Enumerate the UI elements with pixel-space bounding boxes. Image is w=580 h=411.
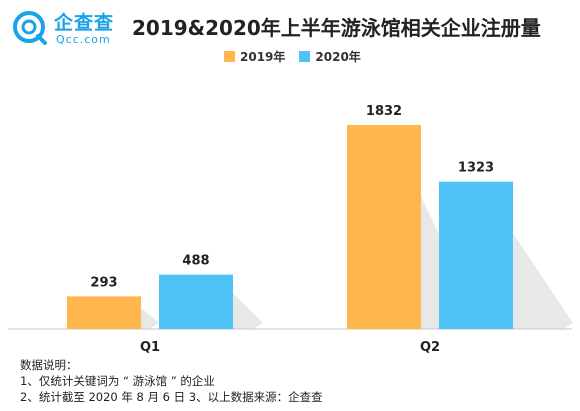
data-label-q2-2019年: 1832 (366, 104, 402, 119)
bar-shadow-q2-1 (513, 233, 573, 329)
legend-item-2020: 2020年 (299, 48, 361, 65)
legend-label-2020: 2020年 (315, 49, 361, 64)
bar-q1-2019年 (67, 296, 141, 329)
bar-q1-2020年 (159, 274, 233, 329)
bar-shadow-q1-1 (233, 293, 263, 329)
notes-line-2: 2、统计截至 2020 年 8 月 6 日 3、以上数据来源：企查查 (20, 390, 323, 404)
legend-swatch-2020 (299, 50, 311, 62)
brand-domain: Qcc.com (56, 33, 111, 46)
bar-shadow-q1-0 (141, 307, 159, 329)
data-label-q1-2020年: 488 (182, 254, 209, 269)
qcc-logo-icon (13, 11, 47, 45)
data-label-q2-2020年: 1323 (458, 161, 494, 176)
x-tick-label-q2: Q2 (420, 340, 440, 355)
chart-title: 2019&2020年上半年游泳馆相关企业注册量 (132, 16, 541, 40)
legend-label-2019: 2019年 (240, 49, 286, 64)
notes-heading: 数据说明： (20, 358, 78, 372)
notes-line-1: 1、仅统计关键词为 “ 游泳馆 ” 的企业 (20, 374, 215, 388)
brand-name: 企查查 (54, 12, 115, 34)
data-notes: 数据说明： 1、仅统计关键词为 “ 游泳馆 ” 的企业 2、统计截至 2020 … (20, 357, 323, 405)
x-tick-label-q1: Q1 (140, 340, 160, 355)
legend-swatch-2019 (224, 50, 235, 62)
bar-q2-2020年 (439, 181, 513, 329)
data-label-q1-2019年: 293 (90, 275, 117, 290)
bar-q2-2019年 (347, 124, 421, 330)
chart-legend: 2019年 2020年 (224, 48, 375, 64)
legend-item-2019: 2019年 (224, 48, 285, 65)
bar-chart: 293 488 Q1 1832 1323 Q2 (8, 104, 573, 355)
brand-logo: 企查查 Qcc.com (12, 8, 122, 52)
